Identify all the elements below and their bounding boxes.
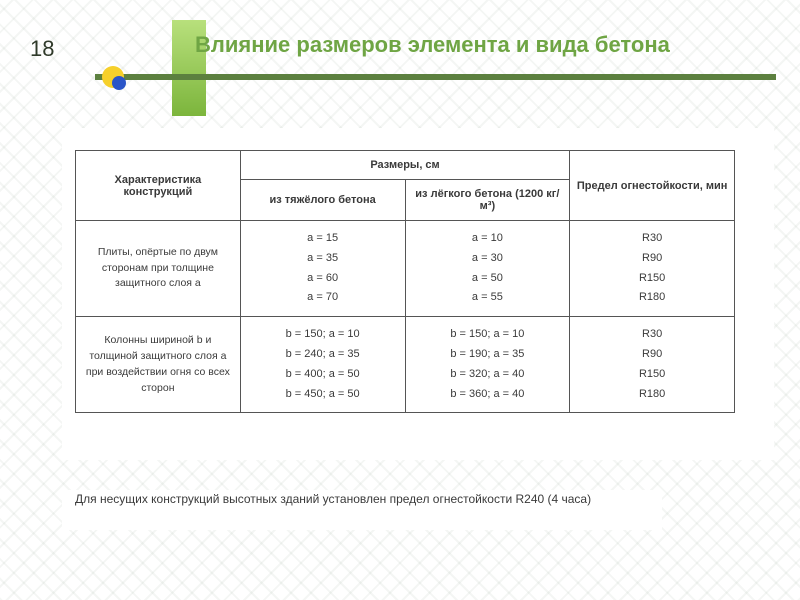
cell-value: R180: [576, 288, 728, 308]
cell-value: a = 30: [412, 249, 564, 269]
col-characteristic: Характеристика конструкций: [76, 151, 241, 221]
cell-value: b = 360; a = 40: [412, 385, 564, 405]
cell-value: a = 55: [412, 288, 564, 308]
cell-value: R90: [576, 345, 728, 365]
cell-value: a = 70: [247, 288, 399, 308]
row-label: Плиты, опёртые по двум сторонам при толщ…: [76, 221, 241, 317]
cell-value: R150: [576, 365, 728, 385]
col-light: из лёгкого бетона (1200 кг/м³): [405, 180, 570, 221]
footnote: Для несущих конструкций высотных зданий …: [75, 490, 615, 508]
row-light: a = 10 a = 30 a = 50 a = 55: [405, 221, 570, 317]
cell-value: b = 150; a = 10: [412, 325, 564, 345]
cell-value: R30: [576, 229, 728, 249]
cell-value: R30: [576, 325, 728, 345]
cell-value: b = 320; a = 40: [412, 365, 564, 385]
data-table-container: Характеристика конструкций Размеры, см П…: [75, 150, 735, 413]
cell-value: b = 150; a = 10: [247, 325, 399, 345]
cell-value: a = 10: [412, 229, 564, 249]
row-fire: R30 R90 R150 R180: [570, 317, 735, 413]
col-fire-limit: Предел огнестойкости, мин: [570, 151, 735, 221]
row-heavy: a = 15 a = 35 a = 60 a = 70: [240, 221, 405, 317]
page-title: Влияние размеров элемента и вида бетона: [195, 32, 760, 58]
cell-value: a = 50: [412, 269, 564, 289]
row-label: Колонны шириной b и толщиной защитного с…: [76, 317, 241, 413]
cell-value: R90: [576, 249, 728, 269]
fire-resistance-table: Характеристика конструкций Размеры, см П…: [75, 150, 735, 413]
col-sizes: Размеры, см: [240, 151, 570, 180]
table-row: Колонны шириной b и толщиной защитного с…: [76, 317, 735, 413]
cell-value: a = 60: [247, 269, 399, 289]
header: 18 Влияние размеров элемента и вида бето…: [0, 0, 800, 130]
cell-value: a = 15: [247, 229, 399, 249]
row-fire: R30 R90 R150 R180: [570, 221, 735, 317]
cell-value: b = 450; a = 50: [247, 385, 399, 405]
bullet-blue-circle: [112, 76, 126, 90]
cell-value: b = 190; a = 35: [412, 345, 564, 365]
table-row: Плиты, опёртые по двум сторонам при толщ…: [76, 221, 735, 317]
title-underline: [95, 74, 776, 80]
table-header-row-1: Характеристика конструкций Размеры, см П…: [76, 151, 735, 180]
cell-value: a = 35: [247, 249, 399, 269]
row-light: b = 150; a = 10 b = 190; a = 35 b = 320;…: [405, 317, 570, 413]
cell-value: b = 400; a = 50: [247, 365, 399, 385]
col-heavy: из тяжёлого бетона: [240, 180, 405, 221]
bullet-icon: [100, 64, 126, 90]
cell-value: b = 240; a = 35: [247, 345, 399, 365]
cell-value: R180: [576, 385, 728, 405]
slide-number: 18: [30, 36, 54, 62]
row-heavy: b = 150; a = 10 b = 240; a = 35 b = 400;…: [240, 317, 405, 413]
cell-value: R150: [576, 269, 728, 289]
